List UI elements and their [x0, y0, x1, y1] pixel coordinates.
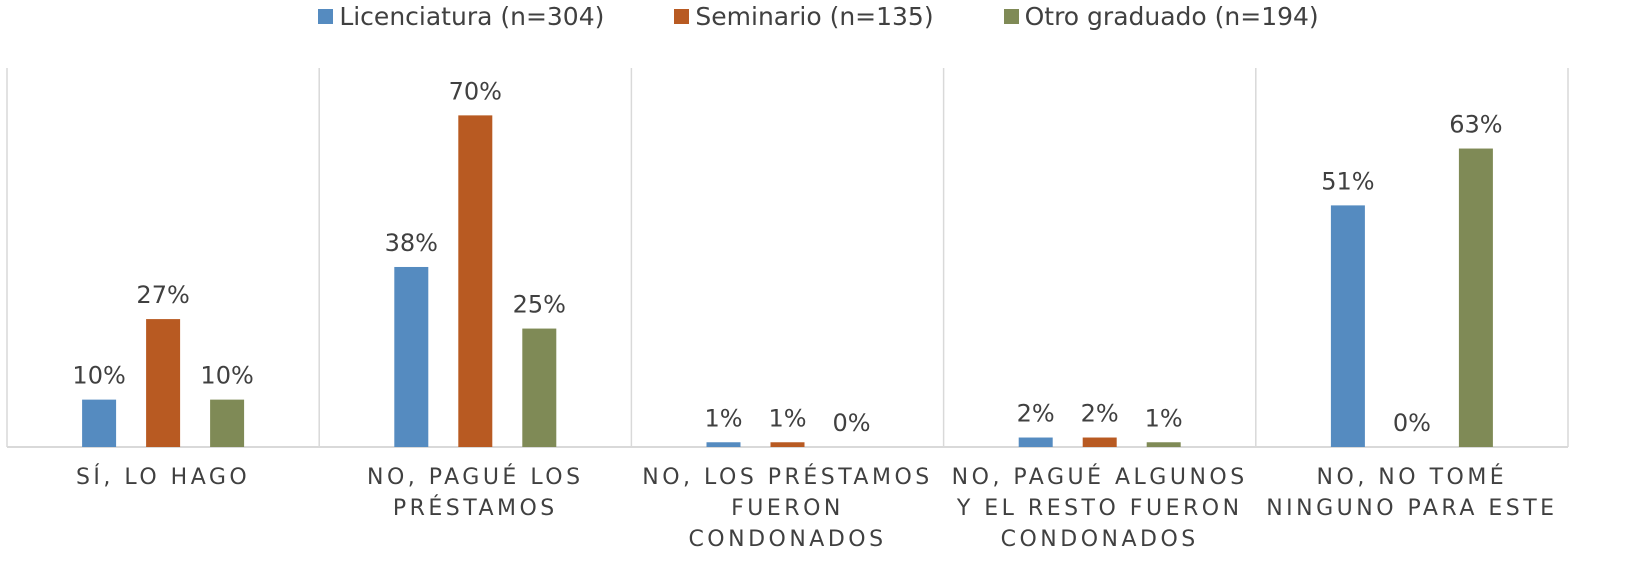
legend-label: Seminario (n=135): [695, 2, 934, 31]
x-tick-label: NO, NO TOMÉ NINGUNO PARA ESTE: [1266, 465, 1558, 521]
bar: [1458, 148, 1493, 447]
data-label: 0%: [1393, 409, 1431, 437]
bar: [1082, 437, 1117, 447]
legend-item: Otro graduado (n=194): [1003, 2, 1319, 31]
bar: [1330, 205, 1365, 447]
legend-item: Seminario (n=135): [674, 2, 934, 31]
data-label: 10%: [72, 362, 125, 390]
data-label: 70%: [449, 77, 502, 105]
data-label: 1%: [1145, 404, 1183, 432]
data-label: 2%: [1017, 400, 1055, 428]
bar: [458, 115, 493, 447]
bar: [82, 399, 117, 447]
legend-item: Licenciatura (n=304): [318, 2, 604, 31]
bar: [394, 266, 429, 447]
legend: Licenciatura (n=304) Seminario (n=135) Otr…: [0, 2, 1637, 31]
bar: [522, 328, 557, 447]
legend-swatch: [318, 9, 334, 24]
data-label: 2%: [1081, 400, 1119, 428]
bar: [146, 319, 181, 447]
data-label: 63%: [1449, 111, 1502, 139]
data-label: 10%: [200, 362, 253, 390]
data-label: 1%: [768, 404, 806, 432]
x-tick-label: SÍ, LO HAGO: [75, 465, 251, 490]
data-label: 38%: [385, 229, 438, 257]
legend-label: Otro graduado (n=194): [1024, 2, 1319, 31]
data-label: 51%: [1321, 167, 1374, 195]
x-tick-label: NO, PAGUÉ LOS PRÉSTAMOS: [367, 465, 584, 521]
legend-swatch: [1003, 9, 1019, 24]
bar: [1146, 442, 1181, 447]
bar: [210, 399, 245, 447]
data-label: 1%: [704, 404, 742, 432]
bar: [770, 442, 805, 447]
bar: [706, 442, 741, 447]
legend-swatch: [674, 9, 690, 24]
data-label: 0%: [832, 409, 870, 437]
x-tick-label: NO, LOS PRÉSTAMOS FUERON CONDONADOS: [642, 465, 933, 552]
legend-label: Licenciatura (n=304): [339, 2, 605, 31]
data-label: 27%: [136, 281, 189, 309]
data-label: 25%: [513, 291, 566, 319]
x-tick-label: NO, PAGUÉ ALGUNOS Y EL RESTO FUERON COND…: [951, 465, 1248, 552]
bar: [1018, 437, 1053, 447]
